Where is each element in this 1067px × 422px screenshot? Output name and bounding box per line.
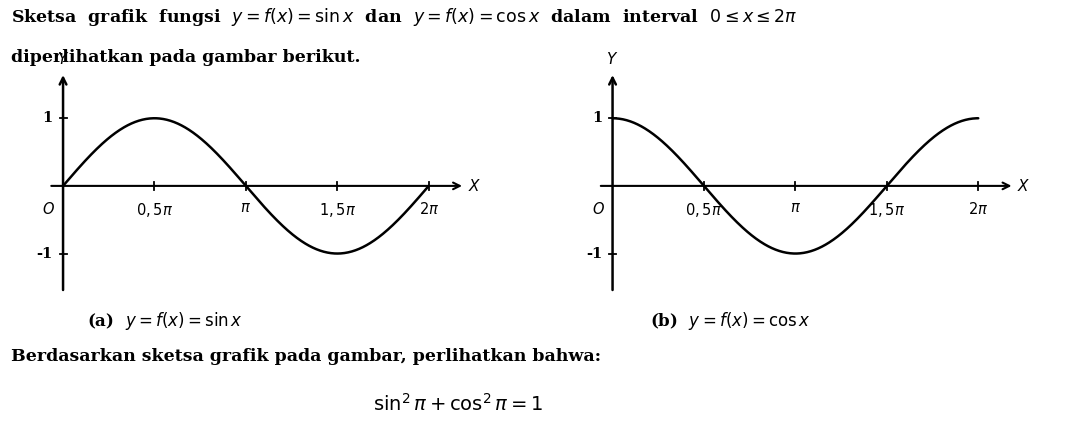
Text: (b)  $y = f(x) = \cos x$: (b) $y = f(x) = \cos x$ [651,310,811,332]
Text: $2\pi$: $2\pi$ [968,201,988,217]
Text: $1,5\pi$: $1,5\pi$ [319,201,356,219]
Text: $Y$: $Y$ [57,51,69,67]
Text: Berdasarkan sketsa grafik pada gambar, perlihatkan bahwa:: Berdasarkan sketsa grafik pada gambar, p… [11,348,601,365]
Text: $X$: $X$ [1017,178,1031,194]
Text: $0,5\pi$: $0,5\pi$ [685,201,722,219]
Text: 1: 1 [43,111,52,125]
Text: $Y$: $Y$ [606,51,619,67]
Text: $X$: $X$ [467,178,481,194]
Text: $1,5\pi$: $1,5\pi$ [869,201,906,219]
Text: -1: -1 [586,246,602,260]
Text: $\pi$: $\pi$ [240,201,252,215]
Text: $\sin^2 \pi + \cos^2 \pi = 1$: $\sin^2 \pi + \cos^2 \pi = 1$ [373,392,543,414]
Text: (a)  $y = f(x) = \sin x$: (a) $y = f(x) = \sin x$ [87,310,243,332]
Text: 1: 1 [592,111,602,125]
Text: $\pi$: $\pi$ [790,201,801,215]
Text: -1: -1 [36,246,52,260]
Text: $2\pi$: $2\pi$ [418,201,439,217]
Text: $0,5\pi$: $0,5\pi$ [136,201,173,219]
Text: $O$: $O$ [591,201,605,217]
Text: $O$: $O$ [42,201,55,217]
Text: diperlihatkan pada gambar berikut.: diperlihatkan pada gambar berikut. [11,49,361,65]
Text: Sketsa  grafik  fungsi  $y = f(x) = \sin x$  dan  $y = f(x) = \cos x$  dalam  in: Sketsa grafik fungsi $y = f(x) = \sin x$… [11,6,797,28]
